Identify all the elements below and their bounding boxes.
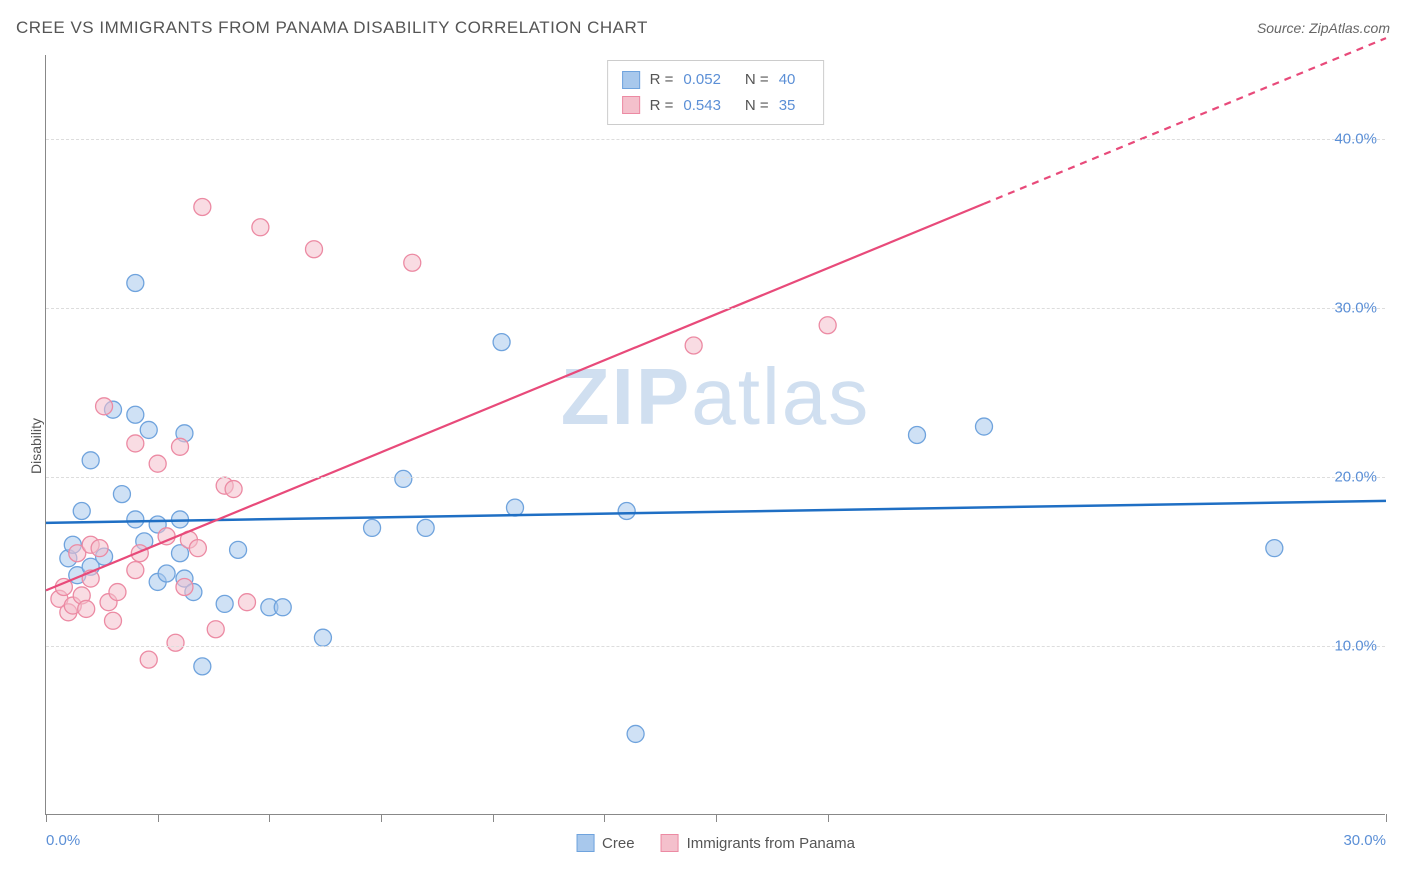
- trend-line: [46, 204, 984, 591]
- n-value: 40: [779, 67, 796, 93]
- chart-title: CREE VS IMMIGRANTS FROM PANAMA DISABILIT…: [16, 18, 648, 38]
- data-point: [105, 612, 122, 629]
- x-tick-label: 0.0%: [46, 832, 80, 849]
- legend-label: Cree: [602, 835, 635, 852]
- n-value: 35: [779, 93, 796, 119]
- data-point: [109, 584, 126, 601]
- data-point: [140, 421, 157, 438]
- y-tick-label: 20.0%: [1334, 469, 1377, 486]
- scatter-plot-svg: [46, 55, 1385, 814]
- data-point: [314, 629, 331, 646]
- data-point: [239, 594, 256, 611]
- chart-source: Source: ZipAtlas.com: [1257, 20, 1390, 36]
- data-point: [127, 275, 144, 292]
- data-point: [507, 499, 524, 516]
- data-point: [618, 503, 635, 520]
- data-point: [127, 435, 144, 452]
- data-point: [167, 634, 184, 651]
- legend-label: Immigrants from Panama: [687, 835, 855, 852]
- data-point: [140, 651, 157, 668]
- data-point: [91, 540, 108, 557]
- data-point: [225, 481, 242, 498]
- chart-header: CREE VS IMMIGRANTS FROM PANAMA DISABILIT…: [16, 18, 1390, 38]
- grid-line: [46, 139, 1385, 140]
- legend-swatch: [622, 71, 640, 89]
- grid-line: [46, 646, 1385, 647]
- chart-plot-area: ZIPatlas R =0.052N =40R =0.543N =35 Cree…: [45, 55, 1385, 815]
- data-point: [909, 427, 926, 444]
- y-tick-label: 30.0%: [1334, 300, 1377, 317]
- data-point: [417, 519, 434, 536]
- data-point: [274, 599, 291, 616]
- bottom-legend: Cree Immigrants from Panama: [576, 834, 855, 852]
- data-point: [230, 541, 247, 558]
- y-tick-label: 40.0%: [1334, 131, 1377, 148]
- grid-line: [46, 308, 1385, 309]
- x-tick-label: 30.0%: [1343, 832, 1386, 849]
- data-point: [189, 540, 206, 557]
- n-label: N =: [745, 93, 769, 119]
- data-point: [194, 658, 211, 675]
- data-point: [194, 199, 211, 216]
- data-point: [306, 241, 323, 258]
- legend-swatch: [622, 96, 640, 114]
- data-point: [685, 337, 702, 354]
- r-value: 0.052: [683, 67, 721, 93]
- x-tick: [1386, 814, 1387, 822]
- trend-line-dashed: [984, 38, 1386, 204]
- data-point: [149, 455, 166, 472]
- data-point: [207, 621, 224, 638]
- legend-swatch: [661, 834, 679, 852]
- data-point: [127, 406, 144, 423]
- data-point: [82, 452, 99, 469]
- data-point: [627, 725, 644, 742]
- x-tick: [46, 814, 47, 822]
- x-tick: [828, 814, 829, 822]
- data-point: [113, 486, 130, 503]
- data-point: [73, 503, 90, 520]
- r-value: 0.543: [683, 93, 721, 119]
- data-point: [976, 418, 993, 435]
- x-tick: [716, 814, 717, 822]
- data-point: [404, 254, 421, 271]
- y-axis-label: Disability: [28, 418, 44, 474]
- legend-item: Cree: [576, 834, 635, 852]
- x-tick: [269, 814, 270, 822]
- stats-row: R = 0.543 N = 35: [622, 93, 810, 119]
- trend-line: [46, 501, 1386, 523]
- data-point: [78, 600, 95, 617]
- legend-item: Immigrants from Panama: [661, 834, 855, 852]
- data-point: [127, 511, 144, 528]
- data-point: [819, 317, 836, 334]
- grid-line: [46, 477, 1385, 478]
- x-tick: [493, 814, 494, 822]
- data-point: [216, 595, 233, 612]
- data-point: [252, 219, 269, 236]
- data-point: [493, 334, 510, 351]
- x-tick: [604, 814, 605, 822]
- data-point: [395, 470, 412, 487]
- data-point: [172, 438, 189, 455]
- data-point: [1266, 540, 1283, 557]
- r-label: R =: [650, 93, 674, 119]
- x-tick: [381, 814, 382, 822]
- data-point: [127, 562, 144, 579]
- data-point: [364, 519, 381, 536]
- x-tick: [158, 814, 159, 822]
- stats-legend-box: R = 0.052 N = 40 R = 0.543 N = 35: [607, 60, 825, 125]
- stats-row: R = 0.052 N = 40: [622, 67, 810, 93]
- y-tick-label: 10.0%: [1334, 638, 1377, 655]
- legend-swatch: [576, 834, 594, 852]
- data-point: [176, 579, 193, 596]
- r-label: R =: [650, 67, 674, 93]
- data-point: [96, 398, 113, 415]
- n-label: N =: [745, 67, 769, 93]
- data-point: [158, 565, 175, 582]
